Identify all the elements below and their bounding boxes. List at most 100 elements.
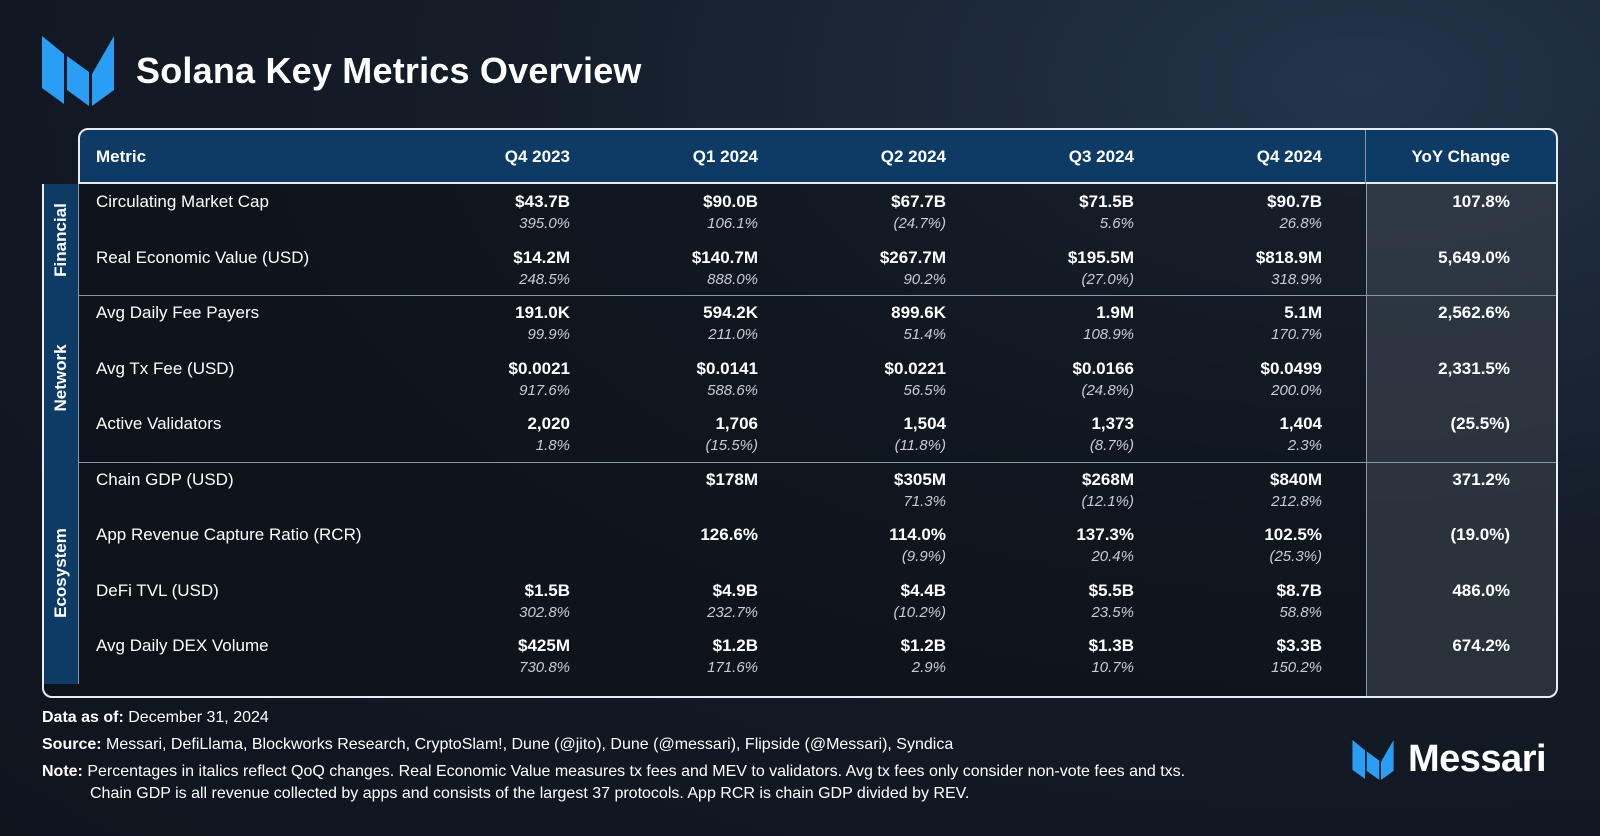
cell-qoq-change: 917.6%	[519, 381, 570, 399]
cell-qoq-change: 212.8%	[1271, 492, 1322, 510]
table-row: Real Economic Value (USD) $14.2M 248.5% $14…	[44, 240, 1556, 296]
cell-value: 1,706	[715, 414, 758, 433]
cell-value: 137.3%	[1076, 525, 1134, 544]
cell-value: $1.3B	[1088, 636, 1134, 655]
cell-yoy-change: 674.2%	[1452, 636, 1510, 655]
cell-qoq-change: 1.8%	[535, 437, 570, 454]
cell-qoq-change: 26.8%	[1279, 215, 1322, 232]
cell-value: $140.7M	[691, 247, 758, 267]
cell-qoq-change: (10.2%)	[893, 603, 946, 621]
cell-value: $195.5M	[1067, 247, 1134, 267]
note-line-continued: Chain GDP is all revenue collected by ap…	[90, 785, 970, 802]
cell-value: $3.3B	[1276, 636, 1322, 655]
yoy-column-background	[1366, 184, 1556, 696]
cell-value: $5.5B	[1088, 580, 1134, 600]
cell-value: 114.0%	[889, 525, 946, 544]
cell-qoq-change: 20.4%	[1091, 548, 1134, 565]
cell-value: $8.7B	[1276, 580, 1322, 600]
messari-logo-small-icon	[1352, 739, 1394, 780]
table-body: Financial Circulating Market Cap $43.7B 395…	[42, 184, 1558, 698]
cell-qoq-change: 106.1%	[707, 215, 758, 232]
cell-value: $0.0221	[884, 358, 946, 378]
metric-name: Avg Tx Fee (USD)	[96, 358, 235, 378]
cell-yoy-change: 2,331.5%	[1438, 358, 1510, 378]
cell-qoq-change: (9.9%)	[901, 548, 946, 565]
group-label: Network	[44, 295, 79, 462]
cell-value: $90.0B	[703, 192, 758, 211]
cell-value: $4.9B	[712, 580, 758, 600]
cell-qoq-change: 10.7%	[1091, 659, 1134, 676]
cell-value: 1.9M	[1096, 303, 1134, 322]
cell-qoq-change: 730.8%	[519, 659, 570, 676]
group-divider	[44, 295, 1556, 296]
cell-value: $818.9M	[1255, 247, 1322, 267]
cell-yoy-change: (25.5%)	[1450, 414, 1510, 433]
cell-qoq-change: 211.0%	[708, 326, 758, 343]
cell-yoy-change: 2,562.6%	[1438, 303, 1510, 322]
cell-yoy-change: (19.0%)	[1450, 525, 1510, 544]
cell-qoq-change: 5.6%	[1099, 215, 1134, 232]
cell-qoq-change: 318.9%	[1271, 270, 1322, 288]
cell-value: $1.2B	[900, 636, 946, 655]
metric-name: Active Validators	[96, 414, 222, 433]
note-line: Note: Percentages in italics reflect QoQ…	[42, 763, 1186, 780]
cell-value: 594.2K	[703, 303, 758, 322]
yoy-column-divider	[1366, 184, 1367, 696]
table-row: DeFi TVL (USD) $1.5B 302.8% $4.9B 232.7% $4.4…	[44, 573, 1556, 629]
table-row: Avg Tx Fee (USD) $0.0021 917.6% $0.0141 588.…	[44, 351, 1556, 407]
column-header-q4-2024: Q4 2024	[1256, 147, 1322, 166]
source-line: Source: Messari, DefiLlama, Blockworks R…	[42, 736, 954, 753]
metrics-table: Metric Q4 2023 Q1 2024 Q2 2024 Q3 2024 Q…	[42, 128, 1558, 698]
cell-value: $0.0166	[1072, 358, 1134, 378]
metric-name: DeFi TVL (USD)	[96, 580, 219, 600]
column-header-q3-2024: Q3 2024	[1068, 147, 1134, 166]
cell-value: $4.4B	[900, 580, 946, 600]
cell-value: $67.7B	[891, 192, 946, 211]
cell-value: 2,020	[527, 414, 570, 433]
cell-qoq-change: 171.6%	[707, 659, 758, 676]
table-row: Chain GDP (USD) $178M $305M 71.3% $268M (12.1…	[44, 462, 1556, 518]
cell-qoq-change: 232.7%	[707, 603, 758, 621]
cell-qoq-change: 108.9%	[1083, 326, 1134, 343]
cell-qoq-change: 248.5%	[519, 270, 570, 288]
cell-value: $425M	[518, 636, 570, 655]
cell-value: $268M	[1082, 469, 1134, 489]
cell-value: $0.0499	[1260, 358, 1322, 378]
data-as-of-line: Data as of: December 31, 2024	[42, 709, 269, 726]
cell-qoq-change: 58.8%	[1279, 603, 1322, 621]
header: Solana Key Metrics Overview	[42, 36, 642, 106]
group-label: Ecosystem	[44, 461, 79, 684]
metric-name: App Revenue Capture Ratio (RCR)	[96, 525, 362, 544]
column-header-yoy-change: YoY Change	[1411, 147, 1510, 166]
cell-value: 191.0K	[515, 303, 570, 322]
cell-value: $305M	[894, 469, 946, 489]
cell-qoq-change: 2.3%	[1287, 437, 1322, 454]
cell-value: $1.5B	[524, 580, 570, 600]
cell-qoq-change: (11.8%)	[894, 437, 946, 454]
cell-value: 1,404	[1279, 414, 1322, 433]
metric-name: Avg Daily DEX Volume	[96, 636, 269, 655]
cell-qoq-change: 302.8%	[519, 603, 570, 621]
page-title: Solana Key Metrics Overview	[136, 50, 642, 91]
cell-value: $840M	[1270, 469, 1322, 489]
cell-qoq-change: (24.8%)	[1081, 381, 1134, 399]
column-header-q2-2024: Q2 2024	[880, 147, 946, 166]
column-header-q4-2023: Q4 2023	[504, 147, 570, 166]
metric-name: Real Economic Value (USD)	[96, 247, 310, 267]
cell-value: $71.5B	[1079, 192, 1134, 211]
brand-name: Messari	[1408, 738, 1547, 780]
cell-qoq-change: 150.2%	[1271, 659, 1322, 676]
cell-qoq-change: 51.4%	[903, 326, 946, 343]
cell-qoq-change: (15.5%)	[705, 437, 758, 454]
cell-qoq-change: 395.0%	[519, 215, 570, 232]
cell-qoq-change: 170.7%	[1271, 326, 1322, 343]
table-row: Avg Daily DEX Volume $425M 730.8% $1.2B 171.…	[44, 628, 1556, 684]
footer-notes: Data as of: December 31, 2024 Source: Me…	[42, 704, 1185, 803]
table-row: App Revenue Capture Ratio (RCR) 126.6% 114…	[44, 517, 1556, 573]
cell-qoq-change: (12.1%)	[1081, 492, 1134, 510]
cell-value: 1,373	[1091, 414, 1134, 433]
group-label: Financial	[44, 184, 79, 295]
cell-value: 126.6%	[700, 525, 758, 544]
cell-value: $0.0021	[508, 358, 570, 378]
metric-name: Avg Daily Fee Payers	[96, 303, 260, 322]
